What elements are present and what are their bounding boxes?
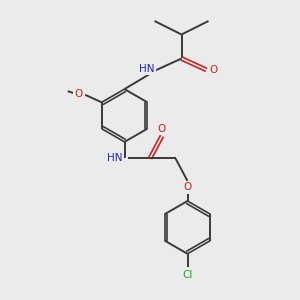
- Text: HN: HN: [107, 153, 123, 164]
- Text: O: O: [158, 124, 166, 134]
- Text: O: O: [74, 89, 83, 99]
- Text: Cl: Cl: [182, 270, 193, 280]
- Text: HN: HN: [139, 64, 155, 74]
- Text: O: O: [209, 65, 217, 75]
- Text: O: O: [183, 182, 192, 193]
